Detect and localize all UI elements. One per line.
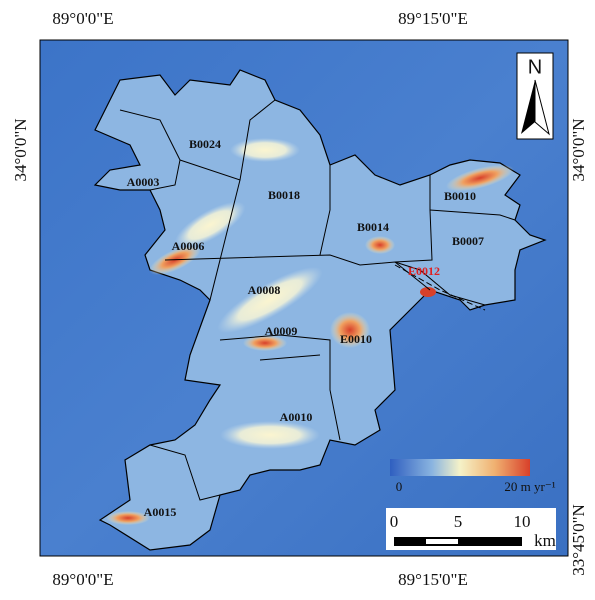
glacier-label: A0015 xyxy=(144,505,177,519)
lon-label: 89°0'0"E xyxy=(52,9,113,28)
scale-bar: 0 5 10 km xyxy=(386,508,556,550)
glacier-label: B0007 xyxy=(452,234,484,248)
page: B0024 A0003 B0018 A0006 B0014 B0010 B000… xyxy=(0,0,595,600)
scale-unit: km xyxy=(534,531,556,550)
north-arrow: N xyxy=(517,53,553,139)
colorbar-max: 20 m yr⁻¹ xyxy=(504,479,555,494)
glacier-label: A0003 xyxy=(127,175,160,189)
glacier-label: B0014 xyxy=(357,220,389,234)
lon-label: 89°15'0"E xyxy=(398,570,468,589)
glacier-label: B0024 xyxy=(189,137,221,151)
scale-tick: 0 xyxy=(390,512,399,531)
glacier-label: A0006 xyxy=(172,239,205,253)
lon-label: 89°0'0"E xyxy=(52,570,113,589)
lat-label: 33°45'0"N xyxy=(569,504,588,576)
glacier-label: A0008 xyxy=(248,283,281,297)
glacier-label: B0018 xyxy=(268,188,300,202)
glacier-label: E0012 xyxy=(408,264,440,278)
glacier-label: A0009 xyxy=(265,324,298,338)
lat-label: 34°0'0"N xyxy=(569,118,588,181)
north-label: N xyxy=(528,56,542,78)
scale-tick: 5 xyxy=(454,512,463,531)
scale-tick: 10 xyxy=(514,512,531,531)
glacier-label: A0010 xyxy=(280,410,313,424)
lat-label: 34°0'0"N xyxy=(11,118,30,181)
glacier-label: E0010 xyxy=(340,332,372,346)
map-figure: B0024 A0003 B0018 A0006 B0014 B0010 B000… xyxy=(0,0,595,595)
colorbar-min: 0 xyxy=(396,479,403,494)
lon-label: 89°15'0"E xyxy=(398,9,468,28)
glacier-label: B0010 xyxy=(444,189,476,203)
